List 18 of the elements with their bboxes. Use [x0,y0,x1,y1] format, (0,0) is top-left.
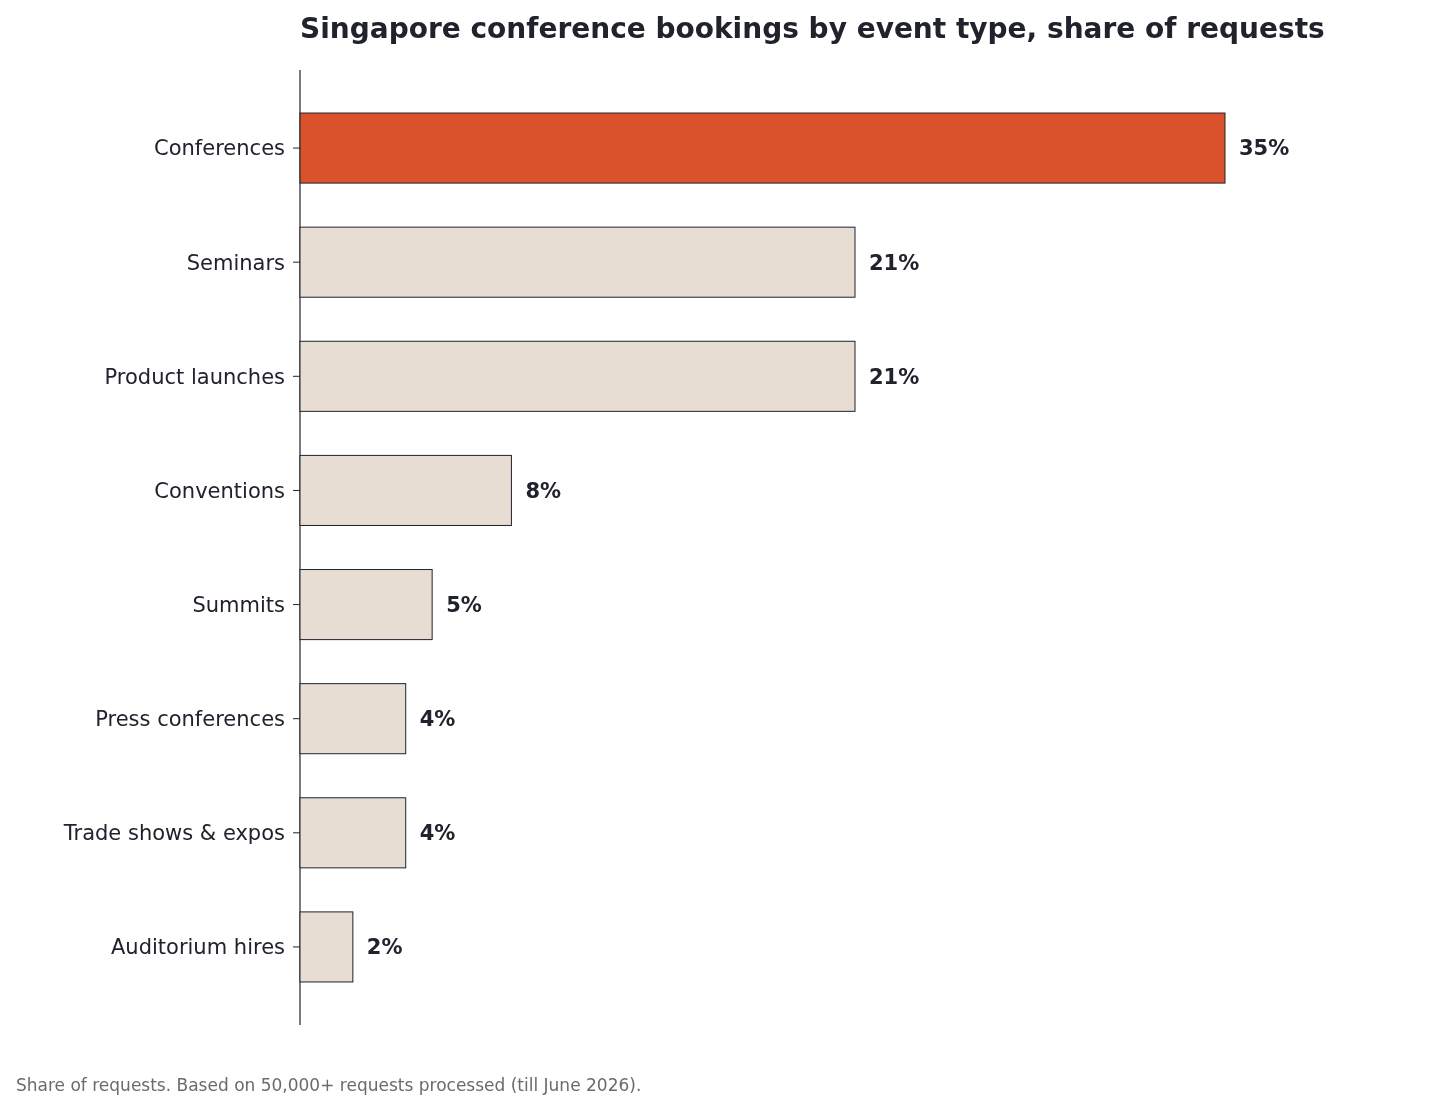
y-tick-label: Auditorium hires [110,935,285,960]
y-tick-label: Product launches [104,364,285,389]
chart-title: Singapore conference bookings by event type, share of requests [300,12,1325,45]
data-label: 4% [419,821,456,846]
data-label: 21% [869,250,920,275]
data-label: 5% [446,592,482,617]
y-tick-label: Press conferences [95,707,285,732]
y-tick-label: Conventions [154,478,285,503]
data-label: 2% [366,935,403,960]
text: Share of requests. Based on 50,000+ requests processed (till June 2026). [16,1075,642,1095]
y-tick-label: Summits [192,592,285,617]
y-tick-label: Trade shows & expos [62,821,285,846]
data-label: 8% [525,478,562,503]
data-label: 4% [419,707,456,732]
data-label: 35% [1239,136,1290,161]
y-tick-label: Seminars [186,250,285,275]
data-label: 21% [869,364,920,389]
y-tick-label: Conferences [154,136,285,161]
